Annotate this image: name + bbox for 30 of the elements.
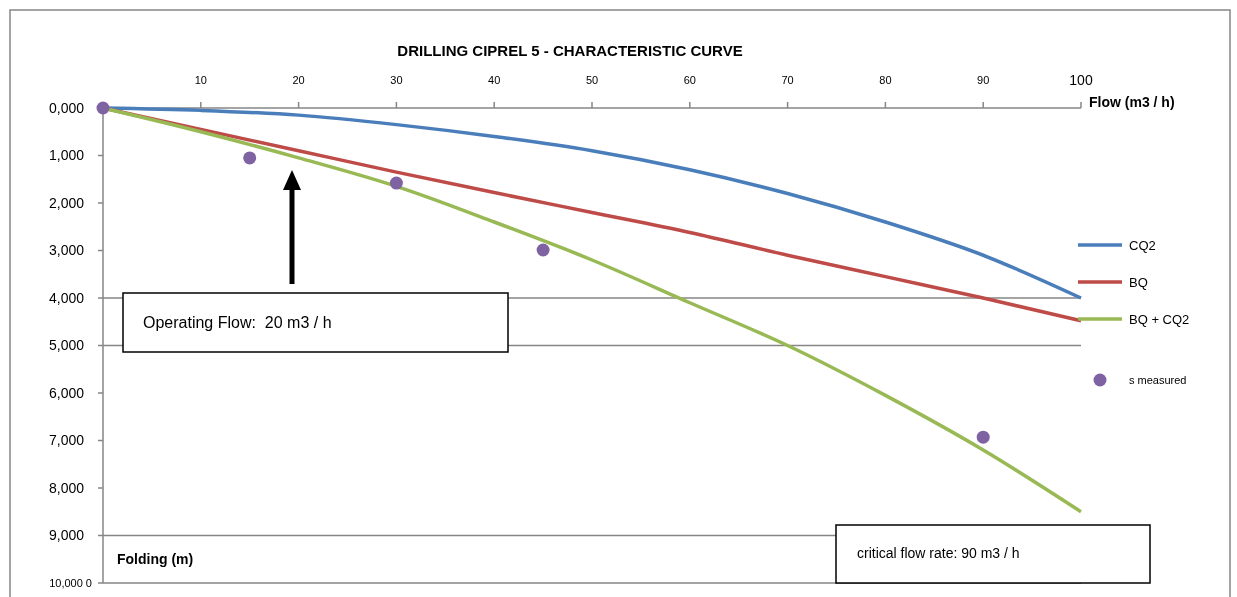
legend-label: CQ2 [1129,237,1156,253]
legend-label: s measured [1129,373,1187,386]
y-tick-label: 7,000 [48,432,85,449]
x-tick-label: 70 [781,73,794,86]
x-tick-label: 80 [879,73,892,86]
y-tick-label: 5,000 [48,337,85,354]
x-tick-label: 30 [390,73,403,86]
y-tick-label: 4,000 [48,289,85,306]
x-tick-label: 20 [292,73,305,86]
x-axis-title: Flow (m3 / h) [1089,94,1175,110]
y-tick-label: 1,000 [48,147,85,164]
chart-title: DRILLING CIPREL 5 - CHARACTERISTIC CURVE [397,42,743,59]
y-tick-label: 0,000 [48,99,85,116]
annotation: Operating Flow: 20 m3 / h [143,314,332,331]
y-tick-label: 3,000 [48,242,85,259]
y-tick-label: 2,000 [48,194,85,211]
y-tick-label: 8,000 [48,479,85,496]
annotation: critical flow rate: 90 m3 / h [857,545,1020,561]
x-tick-label: 90 [977,73,990,86]
legend-label: BQ [1129,274,1148,290]
y-tick-label: 9,000 [48,527,85,544]
y-tick-label: 6,000 [48,384,85,401]
x-tick-label: 100 [1069,71,1093,88]
x-tick-label: 50 [585,73,599,86]
x-tick-label: 60 [683,73,696,86]
y-axis-title: Folding (m) [117,551,194,567]
x-tick-label: 10 [194,73,207,86]
y-tick-label: 10,000 0 [49,576,92,589]
legend-label: BQ + CQ2 [1129,311,1190,327]
x-tick-label: 40 [488,73,501,86]
